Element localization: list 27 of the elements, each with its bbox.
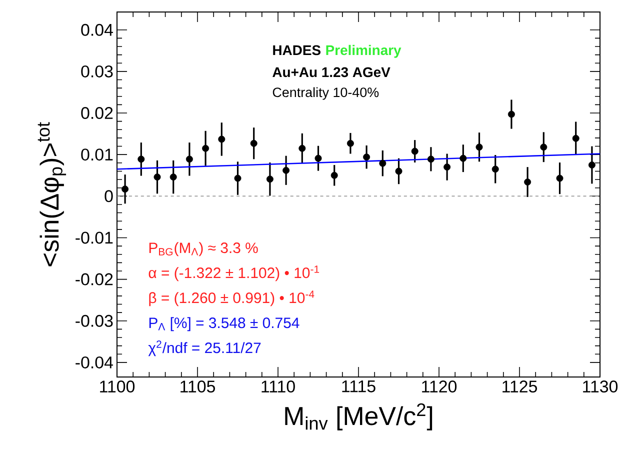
- y-tick-label: -0.04: [76, 356, 113, 368]
- y-tick-label: 0: [104, 190, 113, 202]
- x-tick-label: 1110: [262, 380, 295, 393]
- y-tick-label: -0.01: [76, 232, 113, 244]
- annotation: χ$^{2}$/ndf = 25.11/27: [148, 340, 261, 356]
- x-tick-label: 1115: [342, 380, 376, 392]
- x-tick-label: 1125: [502, 380, 537, 393]
- y-tick-label: 0.04: [81, 24, 113, 36]
- x-tick-label: 1100: [100, 380, 135, 393]
- annotation: Au+Au 1.23 AGeV: [272, 67, 390, 78]
- annotation: HADES: [273, 45, 320, 56]
- x-tick-label: 1120: [422, 380, 457, 393]
- annotation: Centrality 10-40%: [272, 87, 379, 100]
- y-tick-label: -0.02: [76, 273, 113, 286]
- annotation: Preliminary: [326, 44, 402, 58]
- y-tick-label: -0.03: [76, 314, 113, 327]
- y-tick-label: 0.03: [81, 65, 113, 78]
- y-tick-label: 0.02: [81, 107, 113, 120]
- annotation: β = (1.260 ± 0.991) • 10$^{-4}$: [149, 290, 314, 306]
- annotation: P$_{BG}$(M$_{Λ}$) ≈ 3.3 %: [149, 242, 258, 256]
- y-tick-label: 0.01: [81, 148, 113, 161]
- annotation: P$_{Λ}$ [%] = 3.548 ± 0.754: [149, 317, 300, 332]
- x-axis-title: M$_{inv}$ [MeV/c$^{2}$]: [285, 403, 432, 430]
- y-axis-title: <sin(Δφ$_{p}$)>$^{tot}$: [38, 122, 66, 266]
- x-tick-label: 1105: [180, 380, 215, 393]
- x-tick-label: 1130: [583, 380, 618, 393]
- annotation: α = (-1.322 ± 1.102) • 10$^{-1}$: [148, 266, 320, 282]
